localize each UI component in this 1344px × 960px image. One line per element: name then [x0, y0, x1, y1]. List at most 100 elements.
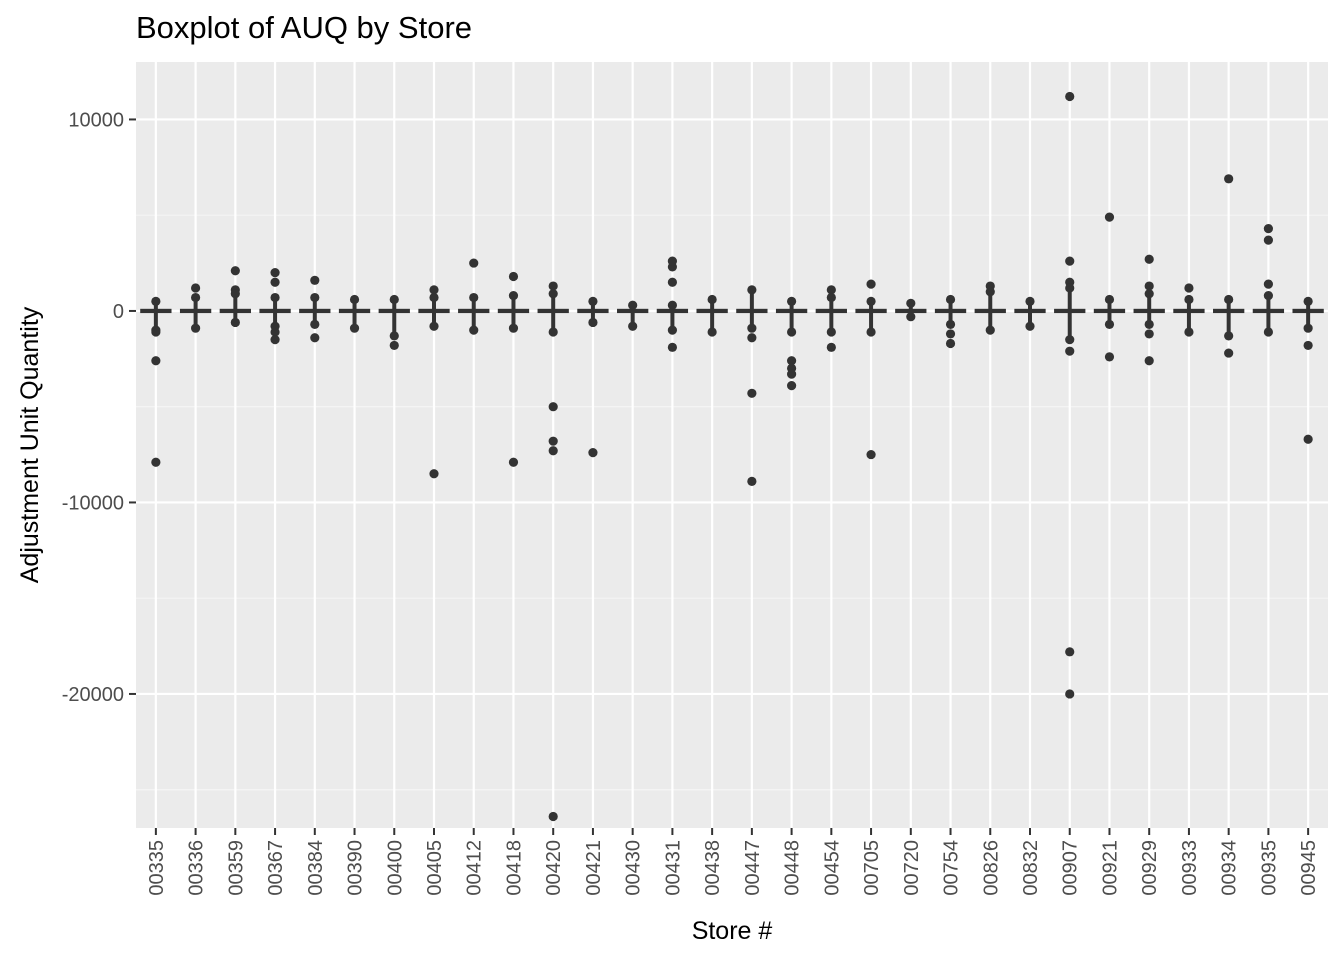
x-tick-label: 00934 [1219, 840, 1241, 896]
whisker-end-point [667, 300, 678, 310]
outlier-point [1184, 283, 1194, 293]
whisker-end-point [1184, 294, 1194, 305]
whisker-end-point [1303, 296, 1313, 306]
whisker-end-point [349, 323, 360, 333]
box-group-00945 [1292, 296, 1324, 444]
outlier-point [1303, 340, 1313, 351]
whisker-end-point [230, 289, 240, 299]
x-tick-label: 00405 [424, 840, 446, 896]
whisker-end-point [906, 298, 916, 308]
outlier-point [826, 342, 836, 352]
outlier-point [747, 388, 757, 398]
whisker-end-point [1144, 319, 1154, 329]
x-tick-label: 00929 [1139, 840, 1161, 896]
x-tick-label: 00907 [1060, 840, 1082, 896]
outlier-point [787, 356, 797, 366]
box-group-00412 [458, 258, 490, 335]
outlier-point [588, 448, 598, 458]
x-tick-label: 00431 [662, 840, 684, 896]
plot-panel [136, 62, 1328, 828]
outlier-point [747, 476, 757, 486]
x-tick-label: 00412 [464, 840, 486, 896]
outlier-point [1065, 689, 1075, 699]
outlier-point [548, 811, 558, 822]
outlier-point [1224, 174, 1234, 184]
x-tick-label: 00421 [583, 840, 605, 896]
whisker-end-point [1065, 283, 1075, 293]
box-group-00431 [656, 256, 689, 352]
whisker-end-point [826, 292, 836, 303]
whisker-end-point [826, 327, 836, 337]
outlier-point [548, 281, 558, 291]
x-tick-label: 00367 [265, 840, 287, 896]
whisker-end-point [429, 321, 439, 331]
whisker-end-point [747, 285, 757, 295]
box-group-00454 [815, 285, 847, 352]
box-group-00929 [1133, 254, 1165, 366]
whisker-end-point [469, 325, 479, 335]
whisker-end-point [1104, 319, 1115, 329]
x-tick-label: 00448 [782, 840, 804, 896]
y-tick-label: 0 [113, 301, 124, 323]
whisker-end-point [389, 294, 399, 305]
whisker-end-point [945, 319, 956, 329]
outlier-point [1104, 352, 1115, 362]
x-tick-label: 00705 [861, 840, 883, 896]
whisker-end-point [1224, 294, 1234, 305]
box-group-00384 [299, 275, 331, 343]
whisker-end-point [389, 331, 399, 341]
box-group-00405 [418, 285, 450, 479]
outlier-point [270, 277, 280, 287]
x-tick-label: 00438 [702, 840, 724, 896]
whisker-end-point [1263, 291, 1273, 301]
outlier-point [866, 449, 876, 460]
x-tick-label: 00720 [901, 840, 923, 896]
outlier-point [1065, 647, 1075, 657]
outlier-point [151, 457, 161, 467]
whisker-end-point [787, 327, 797, 337]
whisker-end-point [1263, 327, 1273, 337]
box-group-00832 [1014, 296, 1046, 331]
outlier-point [191, 283, 201, 293]
box-marks [140, 91, 1324, 822]
whisker-end-point [628, 321, 638, 331]
whisker-end-point [310, 319, 320, 329]
whisker-end-point [508, 323, 519, 333]
x-tick-label: 00447 [742, 840, 764, 896]
box-group-00754 [934, 294, 967, 349]
outlier-point [1303, 434, 1313, 444]
box-group-00420 [537, 281, 569, 822]
outlier-point [151, 356, 161, 366]
outlier-point [1263, 224, 1273, 234]
box-group-00438 [696, 294, 728, 337]
whisker-end-point [469, 292, 479, 303]
outlier-point [866, 279, 876, 289]
outlier-point [469, 258, 479, 268]
box-group-00359 [219, 266, 251, 328]
x-tick-label: 00384 [305, 840, 327, 896]
box-group-00421 [577, 296, 609, 458]
y-tick-label: 10000 [68, 109, 124, 131]
x-tick-label: 00390 [345, 840, 367, 896]
outlier-point [1065, 91, 1075, 102]
x-tick-label: 00418 [503, 840, 525, 896]
outlier-point [1263, 279, 1273, 289]
outlier-point [667, 342, 678, 352]
x-tick-label: 00335 [146, 840, 168, 896]
whisker-end-point [1025, 321, 1035, 331]
box-group-00447 [736, 285, 768, 486]
whisker-end-point [1144, 289, 1154, 299]
outlier-point [508, 457, 519, 467]
outlier-point [429, 285, 439, 295]
whisker-end-point [349, 294, 360, 305]
outlier-point [1224, 348, 1234, 358]
box-group-00907 [1054, 91, 1086, 699]
outlier-point [667, 277, 678, 287]
whisker-end-point [985, 287, 995, 297]
outlier-point [548, 436, 558, 446]
x-tick-label: 00754 [941, 840, 963, 896]
outlier-point [1144, 254, 1154, 264]
outlier-point [747, 333, 757, 343]
x-tick-label: 00826 [980, 840, 1002, 896]
whisker-end-point [945, 294, 956, 305]
